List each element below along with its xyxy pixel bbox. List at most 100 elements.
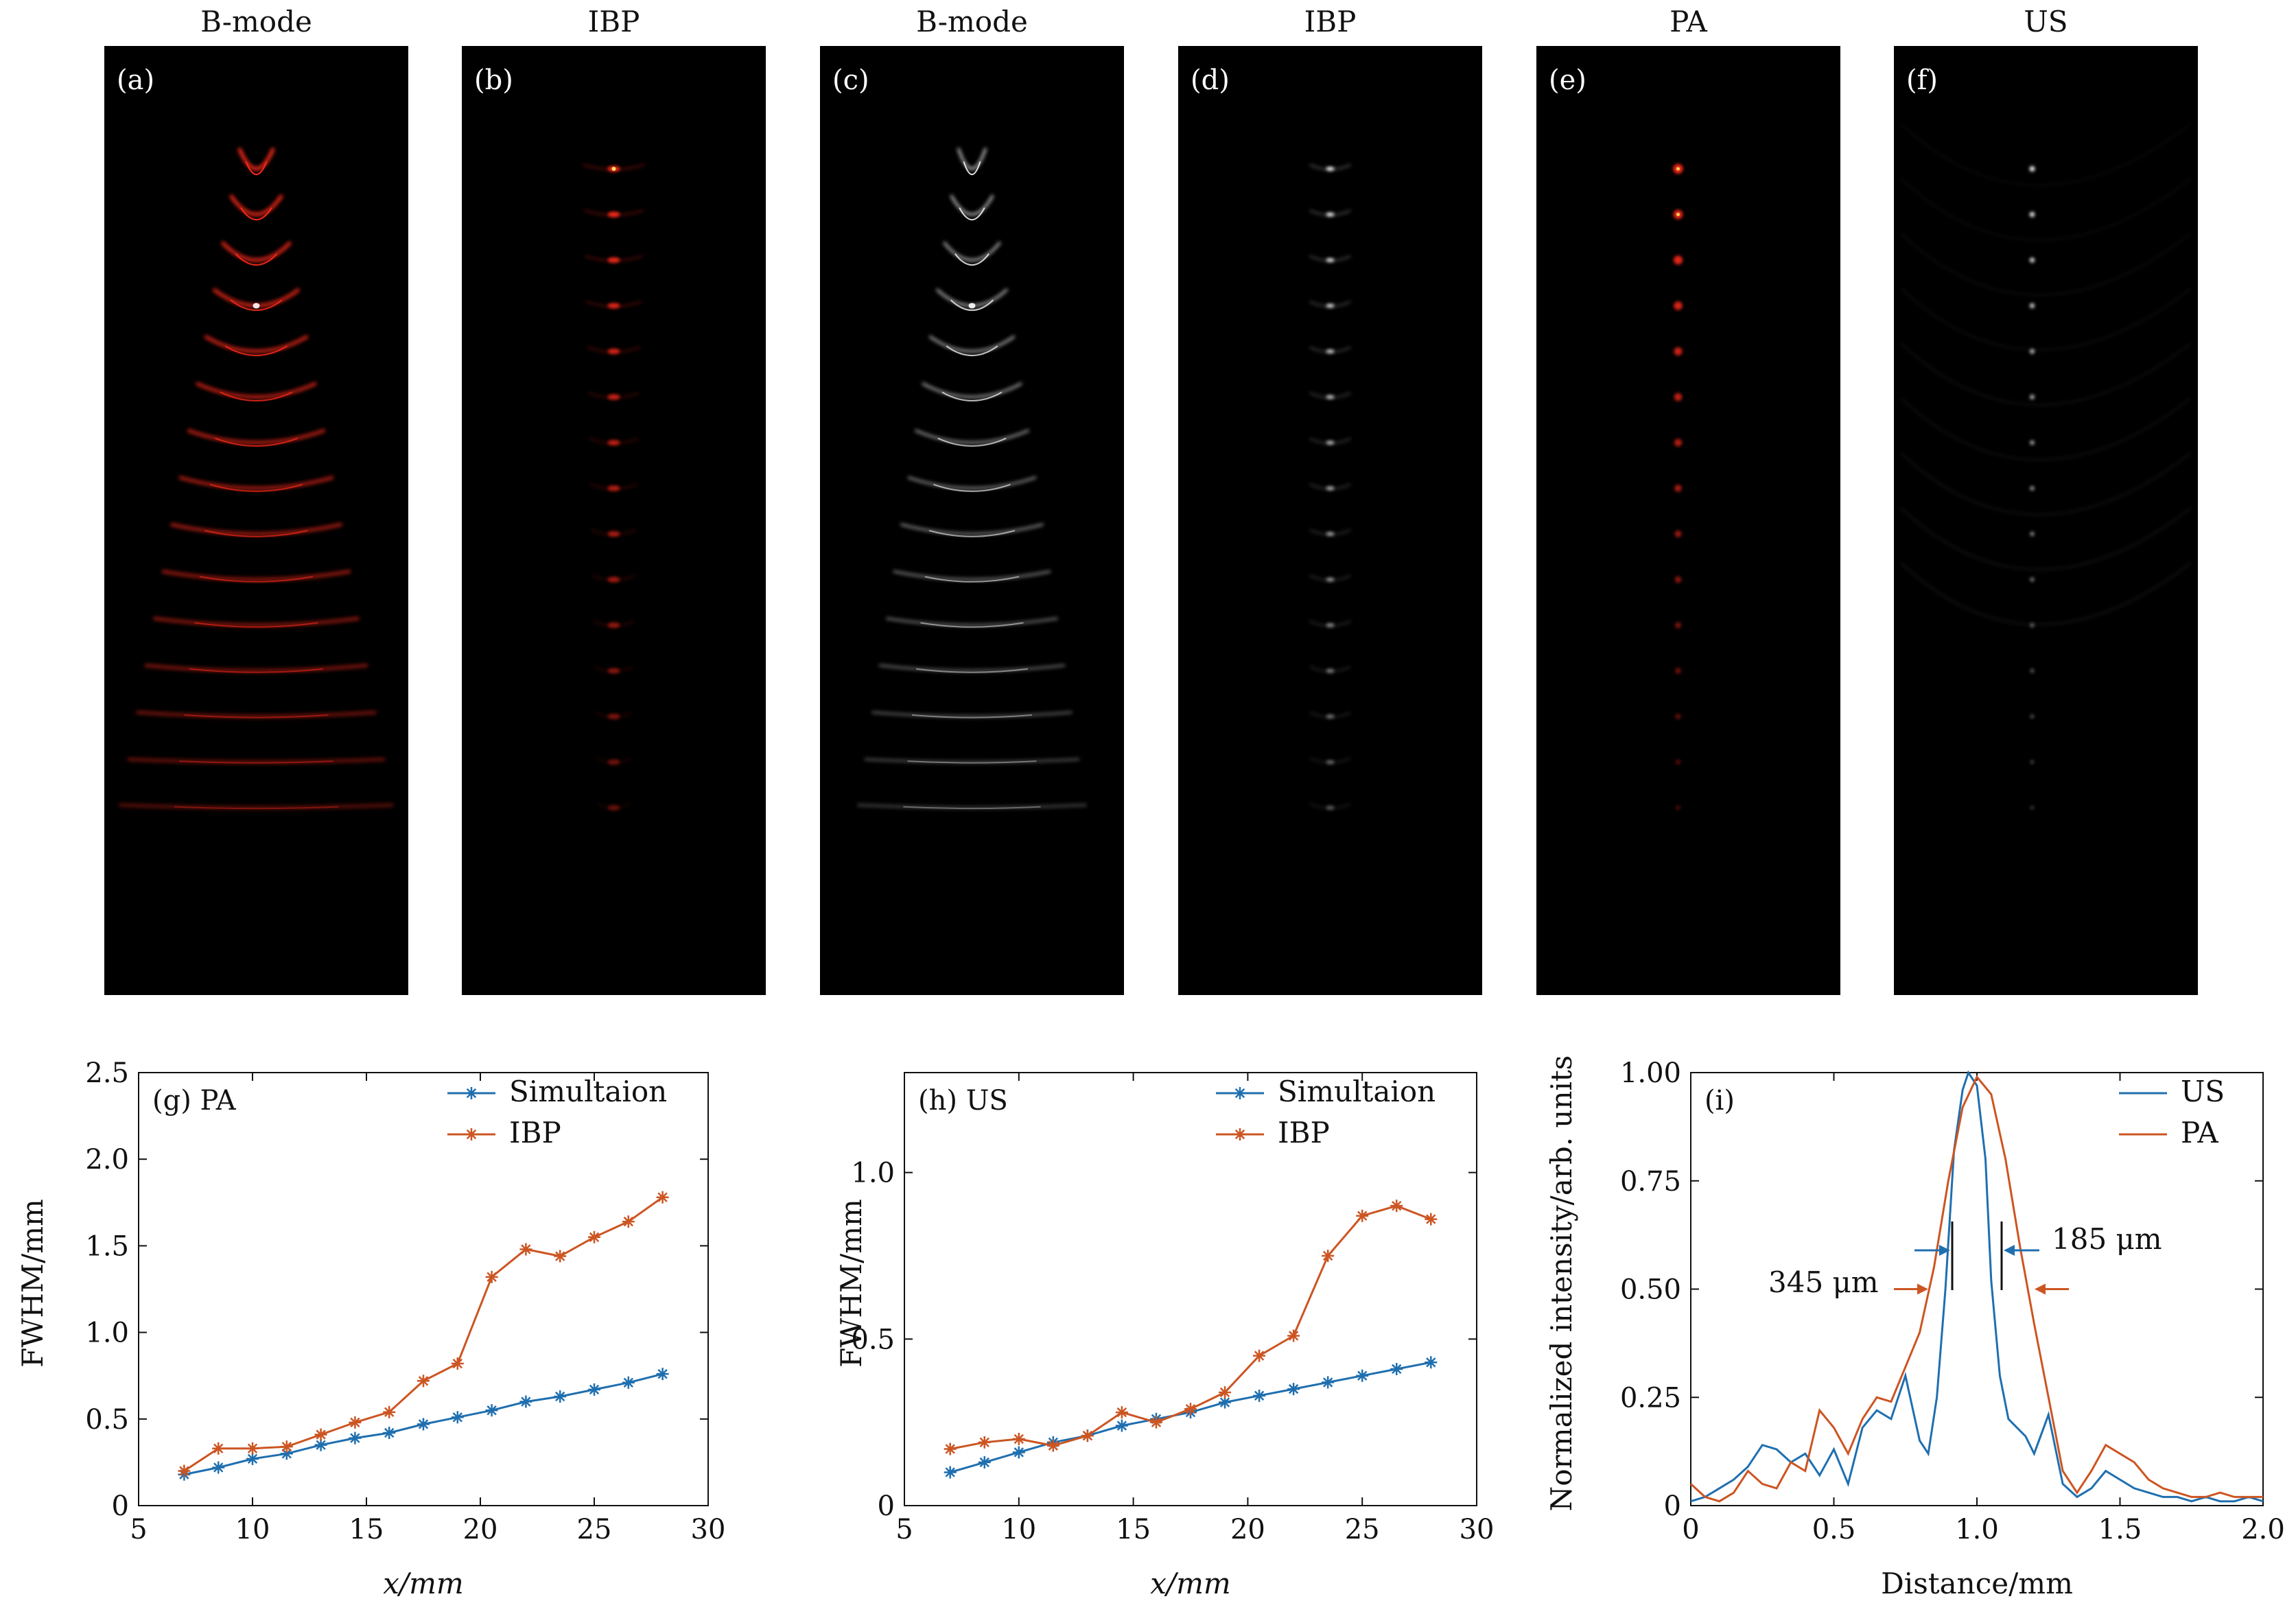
chart-g-frame	[138, 1072, 709, 1506]
y-tick-label: 1.00	[1620, 1057, 1681, 1089]
reflector-arc-core	[916, 668, 1028, 673]
target-spot	[2029, 303, 2035, 309]
target-spot	[1674, 439, 1682, 447]
data-point	[1219, 1386, 1232, 1399]
target-spot	[2030, 440, 2035, 445]
reflector-arc	[220, 241, 292, 262]
chart-i-y-axis-label: Normalized intensity/arb. units	[1545, 1055, 1578, 1512]
data-point	[554, 1250, 567, 1263]
data-point	[451, 1411, 464, 1424]
image-panel-a-title: B-mode	[200, 5, 312, 38]
data-point	[1012, 1432, 1025, 1445]
data-point	[1115, 1406, 1128, 1419]
chart-g-pa-fwhm: (g) PA x/mm FWHM/mm 5 10 15 20 25 30 0 0.5 1.0 1.…	[16, 1057, 725, 1600]
target-spot	[2029, 166, 2035, 172]
reflector-arc-core	[220, 391, 293, 401]
target-spot	[1674, 576, 1682, 583]
data-point	[246, 1452, 259, 1465]
clutter-arc	[1900, 178, 2192, 241]
reflector-arc	[195, 382, 318, 399]
image-panel-e: PA (e)	[1536, 5, 1840, 995]
reflector-dot	[1326, 623, 1335, 627]
data-point	[519, 1243, 532, 1256]
reflector-arc	[204, 334, 309, 353]
reflector-arc	[957, 148, 987, 170]
image-panel-c: B-mode (c)	[820, 5, 1124, 995]
reflector-arc	[161, 570, 351, 581]
reflector-arc-core	[194, 622, 318, 628]
legend-label-simultaion: Simultaion	[1278, 1075, 1436, 1108]
image-panel-b-title: IBP	[588, 5, 640, 38]
data-point	[485, 1404, 498, 1417]
reflector-arc	[127, 758, 386, 764]
reflector-arc-core	[204, 530, 308, 537]
reflector-dot	[607, 211, 620, 218]
reflector-arc-core	[946, 345, 998, 357]
data-point	[178, 1464, 191, 1477]
image-panel-e-title: PA	[1670, 5, 1707, 38]
clutter-arc	[1900, 562, 2192, 625]
chart-g-x-axis-label: x/mm	[383, 1567, 464, 1600]
target-spot	[1674, 393, 1683, 401]
y-tick-label: 0	[1664, 1491, 1681, 1522]
data-point	[656, 1368, 669, 1381]
chart-h-y-axis-label: FWHM/mm	[834, 1199, 868, 1368]
reflector-dot	[607, 805, 620, 810]
reflector-arc	[922, 382, 1022, 398]
data-point	[383, 1405, 396, 1418]
chart-i-panel-label: (i)	[1705, 1085, 1735, 1117]
data-point	[349, 1431, 362, 1445]
data-point	[1390, 1362, 1403, 1375]
image-panel-e-label: (e)	[1549, 65, 1586, 96]
y-tick-label: 1.5	[85, 1230, 129, 1262]
x-tick-label: 2.0	[2241, 1514, 2285, 1545]
clutter-arc	[1900, 397, 2192, 460]
x-tick-label: 20	[463, 1514, 498, 1545]
reflector-arc-core	[959, 207, 985, 220]
image-panel-b-label: (b)	[474, 65, 513, 96]
x-tick-label: 5	[895, 1514, 913, 1545]
data-point	[1012, 1446, 1025, 1459]
x-tick-label: 20	[1230, 1514, 1265, 1545]
reflector-peak	[253, 303, 260, 309]
y-tick-label: 0	[112, 1491, 129, 1522]
reflector-arc	[914, 429, 1030, 444]
data-point	[1184, 1403, 1197, 1416]
legend-label-us: US	[2181, 1075, 2225, 1108]
target-spot	[2030, 531, 2035, 537]
arrowhead-us-right	[2004, 1245, 2015, 1256]
target-spot	[2030, 714, 2035, 718]
data-point	[622, 1215, 635, 1228]
legend-label-ibp: IBP	[509, 1116, 561, 1149]
image-panel-c-label: (c)	[832, 65, 869, 96]
target-spot	[1674, 255, 1683, 265]
data-point	[1322, 1249, 1335, 1262]
data-point	[451, 1357, 464, 1370]
chart-h-us-fwhm: (h) US x/mm FWHM/mm 5 10 15 20 25 30 0 0.5 1.0 Si…	[834, 1072, 1494, 1600]
reflector-arc	[119, 803, 394, 810]
reflector-arc-core	[224, 345, 288, 356]
reflector-dot	[1326, 577, 1335, 582]
clutter-arc	[1900, 342, 2192, 406]
reflector-arc	[153, 616, 360, 627]
reflector-arc-core	[920, 622, 1024, 628]
data-point	[212, 1442, 225, 1455]
reflector-arc	[878, 664, 1066, 672]
chart-h-x-axis-label: x/mm	[1150, 1567, 1231, 1600]
data-point	[622, 1376, 635, 1389]
clutter-arc	[1900, 233, 2192, 296]
data-point	[417, 1418, 430, 1431]
x-tick-label: 25	[1345, 1514, 1380, 1545]
chart-h-frame	[904, 1072, 1477, 1506]
image-panel-d-title: IBP	[1304, 5, 1357, 38]
data-point	[1390, 1200, 1403, 1213]
reflector-arc	[144, 664, 368, 673]
data-point	[978, 1456, 991, 1469]
data-point	[465, 1128, 478, 1141]
reflector-arc	[136, 710, 377, 718]
target-spot	[2030, 668, 2035, 673]
data-point	[314, 1428, 327, 1441]
target-spot	[2030, 760, 2035, 764]
annotation-pa-width: 345 μm	[1768, 1265, 1879, 1299]
reflector-arc	[900, 523, 1044, 535]
